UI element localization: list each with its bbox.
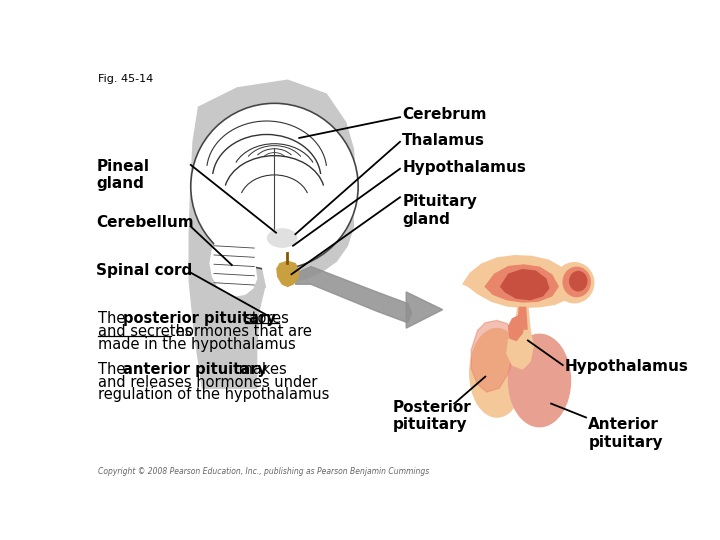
Text: regulation of the hypothalamus: regulation of the hypothalamus <box>98 387 329 402</box>
Text: Hypothalamus: Hypothalamus <box>565 359 689 374</box>
Polygon shape <box>507 330 534 369</box>
Text: Posterior
pituitary: Posterior pituitary <box>392 400 471 432</box>
Text: Cerebrum: Cerebrum <box>402 107 487 123</box>
Polygon shape <box>276 261 300 287</box>
Polygon shape <box>508 315 524 340</box>
Text: Anterior
pituitary: Anterior pituitary <box>588 417 663 450</box>
Text: and secretes: and secretes <box>98 324 192 339</box>
Polygon shape <box>518 307 527 330</box>
Text: posterior pituitary: posterior pituitary <box>122 311 275 326</box>
Text: made in the hypothalamus: made in the hypothalamus <box>98 336 295 352</box>
Ellipse shape <box>267 229 297 247</box>
Polygon shape <box>472 320 515 392</box>
Polygon shape <box>462 255 570 308</box>
Polygon shape <box>515 307 530 330</box>
Text: Fig. 45-14: Fig. 45-14 <box>98 74 153 84</box>
Text: and releases hormones under: and releases hormones under <box>98 375 317 390</box>
Text: Spinal cord: Spinal cord <box>96 263 192 278</box>
Text: The: The <box>98 311 130 326</box>
Ellipse shape <box>508 334 570 427</box>
Text: makes: makes <box>234 362 287 377</box>
Polygon shape <box>406 292 443 328</box>
Ellipse shape <box>570 272 587 291</box>
Polygon shape <box>266 289 274 350</box>
Text: Copyright © 2008 Pearson Education, Inc., publishing as Pearson Benjamin Cumming: Copyright © 2008 Pearson Education, Inc.… <box>98 467 429 476</box>
Text: hormones that are: hormones that are <box>171 324 312 339</box>
Text: Thalamus: Thalamus <box>402 133 485 148</box>
Text: Pineal
gland: Pineal gland <box>96 159 149 191</box>
Text: anterior pituitary: anterior pituitary <box>122 362 266 377</box>
Polygon shape <box>500 269 549 300</box>
Ellipse shape <box>469 328 524 417</box>
Text: Hypothalamus: Hypothalamus <box>402 160 526 175</box>
Ellipse shape <box>555 262 594 303</box>
Polygon shape <box>189 80 355 388</box>
Text: The: The <box>98 362 130 377</box>
Polygon shape <box>262 256 282 289</box>
Text: Pituitary
gland: Pituitary gland <box>402 194 477 227</box>
Ellipse shape <box>563 267 590 296</box>
Polygon shape <box>485 265 558 302</box>
Text: Cerebellum: Cerebellum <box>96 215 194 230</box>
Polygon shape <box>295 267 412 323</box>
Circle shape <box>191 103 358 269</box>
Text: stores: stores <box>245 311 289 326</box>
Polygon shape <box>210 237 256 296</box>
